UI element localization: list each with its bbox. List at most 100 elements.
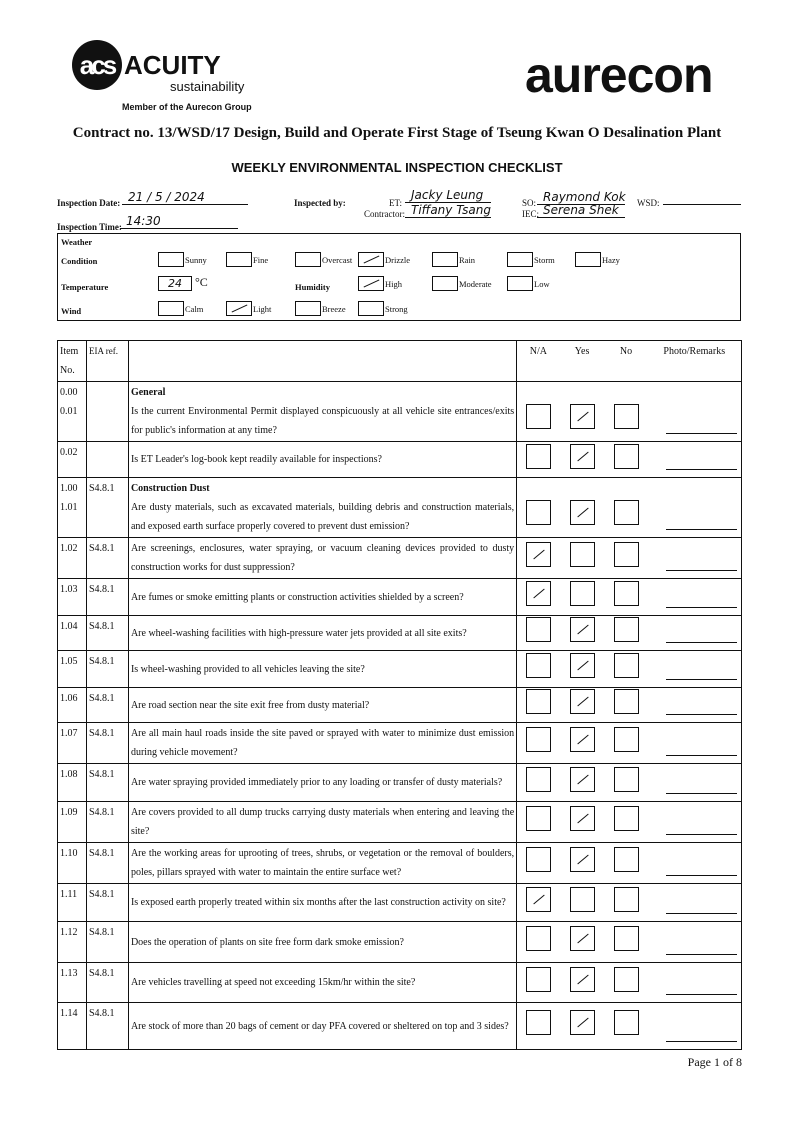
eia-ref: S4.8.1 bbox=[85, 615, 129, 651]
na-checkbox[interactable] bbox=[525, 1010, 551, 1035]
yes-checkbox[interactable] bbox=[569, 500, 595, 525]
yes-checkbox[interactable] bbox=[569, 581, 595, 606]
no-checkbox[interactable] bbox=[613, 404, 639, 429]
na-checkbox[interactable] bbox=[525, 806, 551, 831]
yes-checkbox[interactable] bbox=[569, 653, 595, 678]
remarks-cell[interactable] bbox=[647, 615, 742, 651]
yes-checkbox[interactable] bbox=[569, 689, 595, 714]
weather-checkbox-rain[interactable] bbox=[432, 252, 458, 267]
item-no: 1.08 bbox=[57, 763, 87, 802]
yes-checkbox[interactable] bbox=[569, 847, 595, 872]
remarks-cell[interactable] bbox=[647, 763, 742, 802]
na-checkbox[interactable] bbox=[525, 847, 551, 872]
na-checkbox[interactable] bbox=[525, 617, 551, 642]
weather-checkbox-hazy[interactable] bbox=[575, 252, 601, 267]
remarks-cell[interactable] bbox=[647, 477, 742, 538]
na-checkbox[interactable] bbox=[525, 404, 551, 429]
no-checkbox[interactable] bbox=[613, 847, 639, 872]
remarks-cell[interactable] bbox=[647, 883, 742, 922]
item-no: 0.00 0.01 bbox=[57, 381, 87, 442]
remarks-cell[interactable] bbox=[647, 537, 742, 579]
no-checkbox[interactable] bbox=[613, 653, 639, 678]
no-checkbox[interactable] bbox=[613, 500, 639, 525]
weather-checkbox-fine[interactable] bbox=[226, 252, 252, 267]
wsd-field[interactable] bbox=[663, 190, 741, 205]
no-checkbox[interactable] bbox=[613, 443, 639, 469]
yes-checkbox[interactable] bbox=[569, 806, 595, 831]
remarks-cell[interactable] bbox=[647, 921, 742, 963]
weather-checkbox-drizzle[interactable] bbox=[358, 252, 384, 267]
no-checkbox[interactable] bbox=[613, 886, 639, 912]
no-checkbox[interactable] bbox=[613, 966, 639, 992]
no-checkbox[interactable] bbox=[613, 617, 639, 642]
no-checkbox[interactable] bbox=[613, 727, 639, 752]
item-no: 1.10 bbox=[57, 842, 87, 884]
no-checkbox[interactable] bbox=[613, 1010, 639, 1035]
weather-checkbox-calm[interactable] bbox=[158, 301, 184, 316]
no-checkbox[interactable] bbox=[613, 542, 639, 567]
no-checkbox[interactable] bbox=[613, 689, 639, 714]
yes-checkbox[interactable] bbox=[569, 966, 595, 992]
yes-checkbox[interactable] bbox=[569, 886, 595, 912]
weather-checkbox-light[interactable] bbox=[226, 301, 252, 316]
yes-cell bbox=[559, 722, 605, 764]
remarks-cell[interactable] bbox=[647, 842, 742, 884]
weather-checkbox-moderate[interactable] bbox=[432, 276, 458, 291]
remarks-cell[interactable] bbox=[647, 441, 742, 478]
na-checkbox[interactable] bbox=[525, 500, 551, 525]
item-number: 1.09 bbox=[60, 807, 78, 818]
na-checkbox[interactable] bbox=[525, 926, 551, 951]
condition-label: Condition bbox=[61, 256, 98, 266]
remarks-cell[interactable] bbox=[647, 962, 742, 1003]
no-checkbox[interactable] bbox=[613, 766, 639, 792]
no-checkbox[interactable] bbox=[613, 806, 639, 831]
weather-checkbox-high[interactable] bbox=[358, 276, 384, 291]
remarks-cell[interactable] bbox=[647, 687, 742, 723]
na-cell bbox=[516, 441, 560, 478]
yes-checkbox[interactable] bbox=[569, 542, 595, 567]
contractor-field[interactable]: Tiffany Tsang bbox=[405, 203, 491, 218]
na-checkbox[interactable] bbox=[525, 966, 551, 992]
iec-field[interactable]: Serena Shek bbox=[537, 203, 625, 218]
yes-checkbox[interactable] bbox=[569, 766, 595, 792]
so-field[interactable]: Raymond Kok bbox=[537, 190, 626, 205]
weather-checkbox-sunny[interactable] bbox=[158, 252, 184, 267]
yes-checkbox[interactable] bbox=[569, 926, 595, 951]
question-text: Are stock of more than 20 bags of cement… bbox=[130, 1020, 509, 1032]
weather-checkbox-breeze[interactable] bbox=[295, 301, 321, 316]
time-field[interactable]: 14:30 bbox=[120, 214, 238, 229]
na-checkbox[interactable] bbox=[525, 542, 551, 567]
no-checkbox[interactable] bbox=[613, 581, 639, 606]
page-title: WEEKLY ENVIRONMENTAL INSPECTION CHECKLIS… bbox=[231, 160, 563, 175]
no-checkbox[interactable] bbox=[613, 926, 639, 951]
date-field[interactable]: 21 / 5 / 2024 bbox=[122, 190, 248, 205]
na-checkbox[interactable] bbox=[525, 443, 551, 469]
remarks-cell[interactable] bbox=[647, 381, 742, 442]
table-row: 1.09 S4.8.1 Are covers provided to all dum… bbox=[57, 801, 742, 843]
yes-checkbox[interactable] bbox=[569, 443, 595, 469]
na-checkbox[interactable] bbox=[525, 727, 551, 752]
iec-label: IEC: bbox=[522, 209, 539, 219]
na-checkbox[interactable] bbox=[525, 653, 551, 678]
remarks-cell[interactable] bbox=[647, 650, 742, 688]
weather-checkbox-strong[interactable] bbox=[358, 301, 384, 316]
eia-ref: S4.8.1 bbox=[85, 477, 129, 538]
na-checkbox[interactable] bbox=[525, 886, 551, 912]
et-field[interactable]: Jacky Leung bbox=[405, 188, 491, 203]
temperature-field[interactable]: 24 bbox=[158, 276, 192, 291]
remarks-cell[interactable] bbox=[647, 1002, 742, 1050]
weather-checkbox-storm[interactable] bbox=[507, 252, 533, 267]
yes-checkbox[interactable] bbox=[569, 617, 595, 642]
yes-checkbox[interactable] bbox=[569, 1010, 595, 1035]
yes-checkbox[interactable] bbox=[569, 727, 595, 752]
na-checkbox[interactable] bbox=[525, 766, 551, 792]
remarks-cell[interactable] bbox=[647, 722, 742, 764]
na-checkbox[interactable] bbox=[525, 581, 551, 606]
yes-checkbox[interactable] bbox=[569, 404, 595, 429]
remarks-cell[interactable] bbox=[647, 578, 742, 616]
inspected-by-label: Inspected by: bbox=[294, 198, 346, 208]
na-checkbox[interactable] bbox=[525, 689, 551, 714]
remarks-cell[interactable] bbox=[647, 801, 742, 843]
weather-checkbox-low[interactable] bbox=[507, 276, 533, 291]
weather-checkbox-overcast[interactable] bbox=[295, 252, 321, 267]
